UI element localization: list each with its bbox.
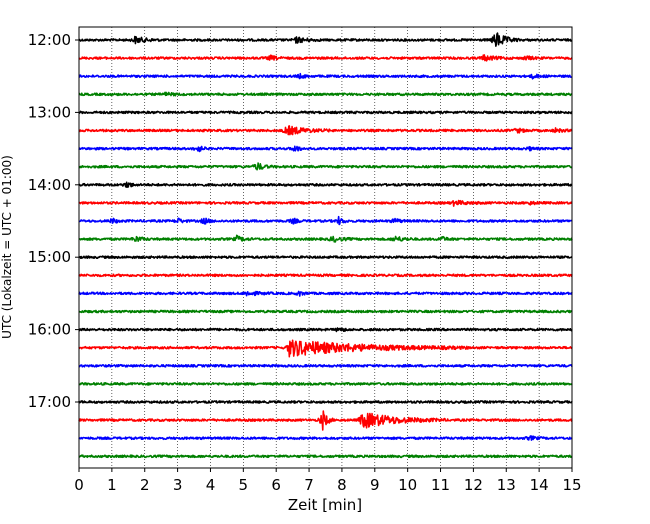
trace-1515 bbox=[78, 273, 573, 278]
x-axis-label: Zeit [min] bbox=[288, 496, 362, 514]
x-tick-label: 13 bbox=[497, 476, 516, 494]
x-tick-label: 10 bbox=[398, 476, 417, 494]
x-tick-label: 5 bbox=[239, 476, 249, 494]
y-tick-label: 13:00 bbox=[28, 103, 71, 121]
x-tick-label: 15 bbox=[562, 476, 581, 494]
x-tick-label: 4 bbox=[206, 476, 216, 494]
x-tick-label: 6 bbox=[271, 476, 281, 494]
y-tick-label: 14:00 bbox=[28, 176, 71, 194]
x-tick-label: 14 bbox=[530, 476, 549, 494]
trace-1700 bbox=[78, 400, 573, 404]
trace-1315 bbox=[78, 125, 573, 136]
y-tick-label: 17:00 bbox=[28, 393, 71, 411]
x-tick-label: 0 bbox=[74, 476, 84, 494]
trace-1615 bbox=[78, 339, 573, 358]
x-tick-label: 8 bbox=[337, 476, 347, 494]
trace-1330 bbox=[78, 145, 573, 153]
y-tick-label: 12:00 bbox=[28, 31, 71, 49]
trace-1345 bbox=[78, 162, 573, 171]
trace-1530 bbox=[78, 290, 573, 297]
trace-1500 bbox=[78, 255, 573, 260]
trace-1715 bbox=[78, 410, 573, 431]
trace-1415 bbox=[78, 199, 573, 207]
trace-1630 bbox=[78, 363, 573, 368]
trace-1730 bbox=[78, 435, 573, 441]
trace-1545 bbox=[78, 309, 573, 314]
trace-1245 bbox=[78, 91, 573, 97]
y-axis-ticks: 12:00 13:00 14:00 15:00 16:00 17:00 bbox=[28, 31, 79, 411]
y-axis-label: UTC (Lokalzeit = UTC + 01:00) bbox=[0, 155, 14, 339]
x-tick-label: 7 bbox=[304, 476, 314, 494]
trace-1230 bbox=[78, 72, 573, 80]
x-tick-label: 12 bbox=[464, 476, 483, 494]
trace-1400 bbox=[78, 181, 573, 188]
trace-1300 bbox=[78, 110, 573, 115]
trace-1430 bbox=[78, 215, 573, 226]
trace-1745 bbox=[78, 454, 573, 459]
x-tick-label: 9 bbox=[370, 476, 380, 494]
trace-1600 bbox=[78, 327, 573, 333]
x-tick-label: 3 bbox=[173, 476, 183, 494]
x-axis-ticks: 0 1 2 3 4 5 6 7 8 9 10 11 12 13 14 15 bbox=[74, 468, 582, 494]
y-tick-label: 15:00 bbox=[28, 248, 71, 266]
y-tick-label: 16:00 bbox=[28, 321, 71, 339]
seismic-traces bbox=[78, 32, 573, 459]
plot-frame bbox=[78, 26, 573, 469]
trace-1200 bbox=[78, 32, 573, 47]
x-tick-label: 11 bbox=[431, 476, 450, 494]
x-tick-label: 1 bbox=[107, 476, 117, 494]
trace-1445 bbox=[78, 234, 573, 243]
trace-1645 bbox=[78, 382, 573, 386]
x-tick-label: 2 bbox=[140, 476, 150, 494]
trace-1215 bbox=[78, 54, 573, 62]
